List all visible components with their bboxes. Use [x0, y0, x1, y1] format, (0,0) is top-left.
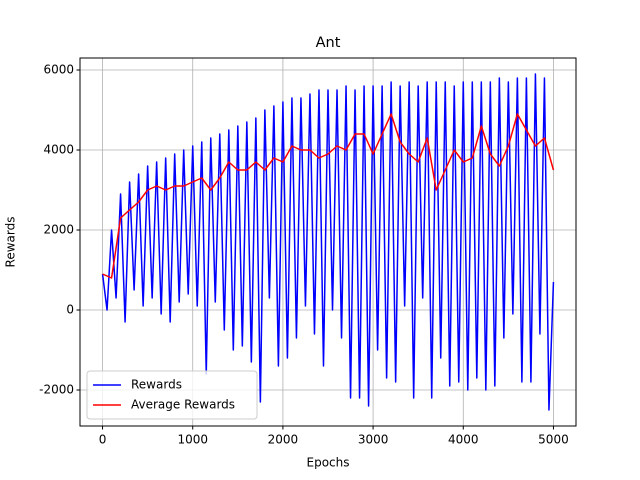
- legend: Rewards Average Rewards: [86, 370, 258, 420]
- y-tick-label: 0: [66, 303, 74, 317]
- x-tick-label: 0: [99, 433, 107, 447]
- legend-label: Rewards: [131, 378, 182, 392]
- y-tick-label: -2000: [39, 383, 74, 397]
- plot-area: [101, 73, 555, 411]
- x-tick-label: 3000: [358, 433, 389, 447]
- y-tick-label: 4000: [43, 143, 74, 157]
- axes-frame: [79, 57, 577, 427]
- x-tick-label: 2000: [268, 433, 299, 447]
- x-tick-label: 5000: [538, 433, 569, 447]
- series-line: [102, 113, 555, 279]
- y-tick-label: 2000: [43, 223, 74, 237]
- x-tick-label: 1000: [177, 433, 208, 447]
- series-line: [101, 73, 555, 411]
- legend-label: Average Rewards: [131, 398, 235, 412]
- y-axis-label: Rewards: [4, 217, 18, 268]
- legend-box: [86, 370, 258, 420]
- x-axis-label: Epochs: [307, 456, 350, 470]
- ticks: 0 1000 2000 3000 4000 5000 -2000 0 2000 4000 6000: [39, 63, 569, 447]
- x-tick-label: 4000: [448, 433, 479, 447]
- chart-title: Ant: [316, 35, 341, 51]
- y-tick-label: 6000: [43, 63, 74, 77]
